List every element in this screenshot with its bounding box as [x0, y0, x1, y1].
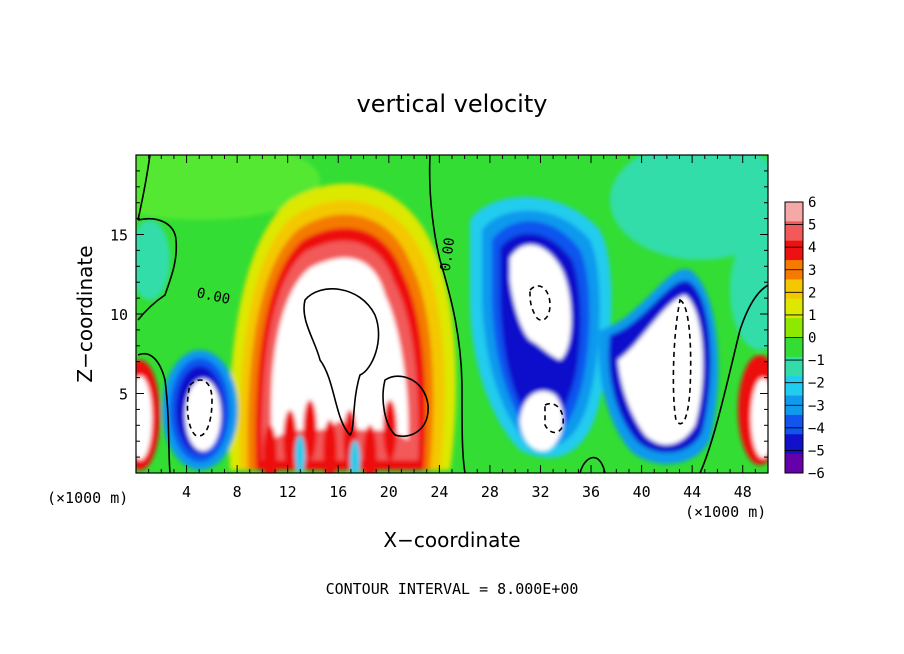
colorbar-swatch: [785, 414, 803, 435]
contour-negative: [544, 403, 565, 434]
contour-zero: [137, 218, 178, 321]
contour-negative: [529, 285, 551, 321]
plot-area: 0.00 0.00: [136, 155, 768, 473]
contour-negative: [186, 379, 213, 437]
x-tick-label: 4: [182, 483, 191, 501]
contour-positive: [303, 288, 380, 437]
colorbar-tick-label: −5: [808, 443, 825, 459]
contour-negative: [672, 298, 692, 425]
x-tick-label: 20: [380, 483, 398, 501]
x-axis: 4 8 12 16 20 24 28 32 36 40 44 48: [148, 155, 756, 501]
contour-zero: [137, 353, 171, 473]
colorbar-tick-label: 4: [808, 240, 816, 256]
colorbar-tick-label: −1: [808, 353, 825, 369]
x-unit-left: (×1000 m): [47, 489, 128, 507]
colorbar-swatch: [785, 202, 803, 222]
contour-interval-note: CONTOUR INTERVAL = 8.000E+00: [326, 580, 579, 598]
contour-positive: [382, 375, 429, 437]
colorbar-tick-label: 2: [808, 285, 816, 301]
colorbar-swatch: [785, 279, 803, 300]
colorbar-tick-label: 1: [808, 308, 816, 324]
x-tick-label: 24: [430, 483, 448, 501]
colorbar: 6 5 4 3 2 1 0 −1 −2 −3 −4 −5 −6: [784, 195, 825, 482]
colorbar-tick-label: −3: [808, 398, 825, 414]
colorbar-tick-label: 3: [808, 263, 816, 279]
x-unit-right: (×1000 m): [685, 503, 766, 521]
x-tick-label: 36: [582, 483, 600, 501]
y-axis: 5 10 15: [110, 170, 768, 458]
colorbar-tick-label: 0: [808, 331, 816, 347]
colorbar-swatch: [785, 221, 803, 242]
colorbar-swatch: [785, 376, 803, 397]
colorbar-tick-label: −4: [808, 421, 825, 437]
colorbar-swatch: [785, 240, 803, 261]
contour-zero: [699, 284, 768, 473]
x-axis-label: X−coordinate: [383, 528, 520, 552]
colorbar-swatch: [785, 318, 803, 338]
x-tick-label: 8: [233, 483, 242, 501]
colorbar-tick-label: 5: [808, 218, 816, 234]
colorbar-swatch: [785, 356, 803, 377]
x-tick-label: 12: [279, 483, 297, 501]
x-tick-label: 28: [481, 483, 499, 501]
x-tick-label: 32: [531, 483, 549, 501]
contour-label: 0.00: [195, 285, 231, 308]
chart-title: vertical velocity: [357, 90, 548, 118]
colorbar-swatch: [785, 298, 803, 319]
y-tick-label: 10: [110, 306, 128, 324]
colorbar-swatch: [785, 337, 803, 358]
colorbar-tick-label: −2: [808, 376, 825, 392]
contour-zero: [137, 155, 151, 221]
contour-label: 0.00: [438, 237, 459, 273]
x-tick-label: 40: [633, 483, 651, 501]
colorbar-swatch: [785, 434, 803, 455]
colorbar-tick-label: 6: [808, 195, 816, 211]
y-axis-label: Z−coordinate: [73, 245, 97, 382]
y-tick-label: 15: [110, 227, 128, 245]
x-tick-label: 48: [734, 483, 752, 501]
colorbar-tick-label: −6: [808, 466, 825, 482]
contour-zero: [428, 155, 466, 473]
x-tick-label: 16: [329, 483, 347, 501]
contour-zero: [579, 456, 606, 473]
x-tick-label: 44: [683, 483, 701, 501]
y-tick-label: 5: [119, 386, 128, 404]
colorbar-swatch: [785, 453, 803, 474]
